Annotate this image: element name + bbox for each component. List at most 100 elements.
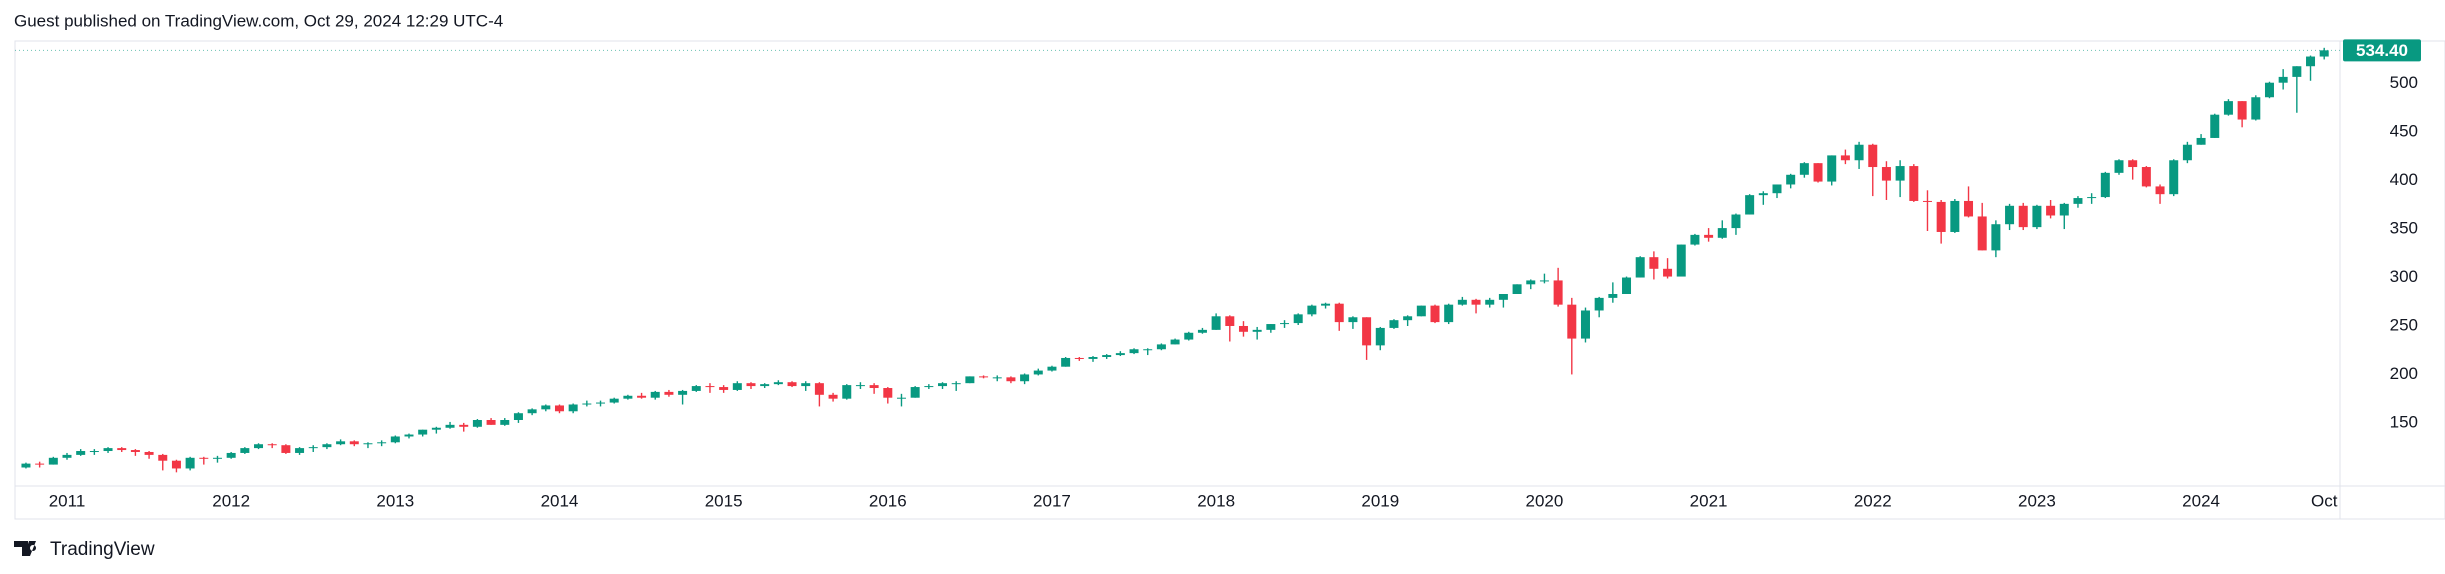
- candle-body: [1375, 327, 1385, 346]
- candle-body: [1307, 305, 1317, 315]
- x-tick-label: 2017: [1033, 491, 1071, 510]
- candle-body: [1485, 299, 1495, 305]
- candle-body: [596, 402, 606, 404]
- candle-body: [130, 450, 140, 452]
- candle-body: [1758, 193, 1768, 196]
- candle-body: [1539, 280, 1549, 282]
- candle-body: [1389, 320, 1399, 328]
- candle-body: [2223, 101, 2233, 115]
- candle-body: [1922, 200, 1932, 202]
- candle-body: [1403, 316, 1413, 321]
- candle-body: [1745, 195, 1755, 215]
- candle-body: [746, 383, 756, 387]
- candle-body: [869, 385, 879, 389]
- candle-body: [2196, 137, 2206, 145]
- candle-body: [1498, 294, 1508, 300]
- x-tick-label: 2024: [2182, 491, 2220, 510]
- x-tick-label: Oct: [2311, 491, 2338, 510]
- candle-body: [76, 451, 86, 455]
- candle-body: [1115, 353, 1125, 356]
- candle-body: [773, 382, 783, 385]
- candle-body: [1156, 344, 1166, 350]
- candle-body: [678, 390, 688, 395]
- candle-body: [1170, 339, 1180, 345]
- candle-body: [2169, 160, 2179, 195]
- candle-body: [2114, 160, 2124, 173]
- candle-body: [1444, 304, 1454, 323]
- x-tick-label: 2022: [1854, 491, 1892, 510]
- candle-body: [472, 420, 482, 427]
- candle-body: [938, 383, 948, 387]
- candle-body: [1608, 294, 1618, 298]
- candle-body: [2128, 160, 2138, 168]
- candle-body: [2032, 205, 2042, 228]
- candle-body: [199, 457, 209, 459]
- candle-body: [349, 441, 359, 445]
- logo-icon: [14, 541, 37, 556]
- candle-body: [965, 376, 975, 384]
- candle-body: [2292, 66, 2302, 77]
- candle-body: [582, 403, 592, 405]
- candle-body: [35, 463, 45, 465]
- candle-body: [650, 391, 660, 398]
- candle-body: [48, 457, 58, 465]
- candle-body: [527, 409, 537, 414]
- candle-body: [732, 383, 742, 390]
- candle-body: [1827, 155, 1837, 182]
- candle-body: [1635, 257, 1645, 278]
- candle-body: [883, 388, 893, 398]
- candle-body: [910, 387, 920, 398]
- x-tick-label: 2023: [2018, 491, 2056, 510]
- y-tick-label: 450: [2390, 122, 2418, 141]
- candle-body: [336, 441, 346, 445]
- candle-body: [1964, 200, 1974, 217]
- candle-body: [896, 397, 906, 399]
- candle-body: [459, 424, 469, 427]
- candle-body: [1006, 377, 1016, 382]
- candle-body: [2100, 172, 2110, 198]
- candle-body: [1280, 323, 1290, 325]
- candle-body: [705, 386, 715, 388]
- candle-body: [1594, 297, 1604, 311]
- candle-body: [2319, 50, 2329, 57]
- candle-body: [404, 434, 414, 437]
- candle-body: [1840, 155, 1850, 161]
- x-tick-label: 2016: [869, 491, 907, 510]
- candle-body: [2155, 186, 2165, 195]
- candle-body: [2264, 82, 2274, 98]
- x-tick-label: 2020: [1526, 491, 1564, 510]
- tradingview-logo[interactable]: TradingView: [14, 539, 155, 560]
- candle-body: [1950, 200, 1960, 232]
- candle-body: [2073, 198, 2083, 204]
- candle-body: [2018, 205, 2028, 228]
- candle-body: [103, 448, 113, 452]
- candle-body: [281, 445, 291, 453]
- y-tick-label: 300: [2390, 267, 2418, 286]
- candle-body: [89, 451, 99, 453]
- candle-body: [117, 448, 127, 451]
- candle-body: [1334, 303, 1344, 323]
- candle-body: [1238, 325, 1248, 332]
- candle-body: [1129, 349, 1139, 354]
- candle-body: [2210, 114, 2220, 138]
- candle-body: [828, 394, 838, 399]
- candle-body: [1813, 163, 1823, 182]
- candle-body: [2306, 56, 2316, 67]
- candle-body: [787, 382, 797, 387]
- candle-body: [760, 384, 770, 387]
- candle-body: [1690, 234, 1700, 245]
- candle-body: [418, 429, 428, 435]
- candle-body: [1622, 277, 1632, 294]
- candle-body: [1197, 329, 1207, 333]
- candle-body: [1512, 284, 1522, 294]
- candle-body: [1526, 280, 1536, 285]
- candle-body: [664, 391, 674, 395]
- candle-body: [2237, 101, 2247, 120]
- candle-body: [226, 452, 236, 458]
- candle-body: [158, 454, 168, 461]
- candle-body: [855, 385, 865, 387]
- candle-body: [1252, 329, 1262, 332]
- candle-body: [308, 447, 318, 449]
